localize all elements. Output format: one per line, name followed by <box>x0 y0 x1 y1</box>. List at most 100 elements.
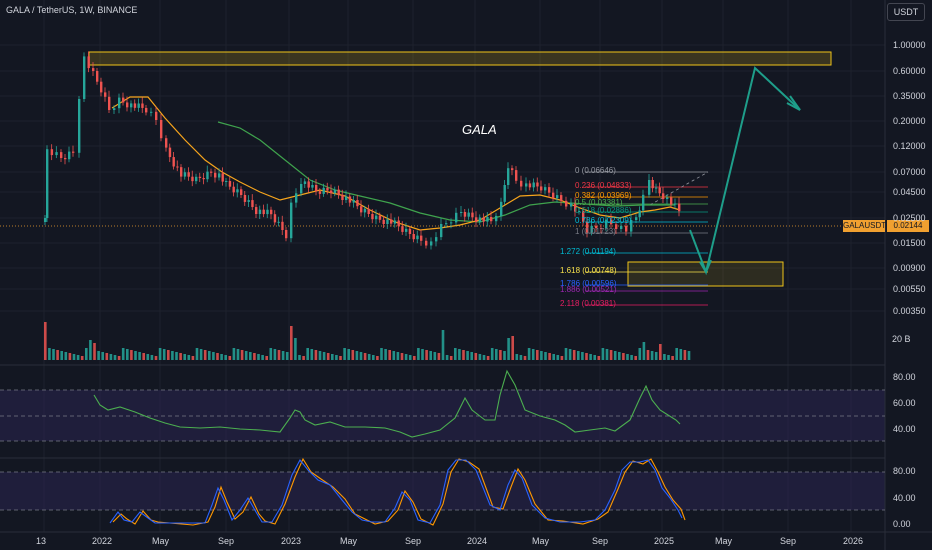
volume-bar <box>659 344 662 360</box>
volume-bar <box>482 355 486 360</box>
volume-bar <box>626 354 629 360</box>
stoch-k-line[interactable] <box>109 459 683 524</box>
ema-line[interactable] <box>111 96 681 231</box>
candle-body <box>375 215 378 220</box>
volume-bar <box>179 353 182 360</box>
volume-bar <box>687 351 691 360</box>
fib-level-label: 0.786 (0.02309) <box>575 216 632 225</box>
volume-bar <box>294 338 297 360</box>
fibonacci-extension[interactable] <box>585 171 709 306</box>
volume-bar <box>64 352 68 360</box>
resistance-zone[interactable] <box>88 51 832 66</box>
volume-bar <box>281 351 285 360</box>
volume-bar <box>265 356 268 360</box>
volume-bar <box>191 356 195 360</box>
volume-bar <box>675 348 678 360</box>
price-axis-label: 0.00550 <box>893 284 926 294</box>
rsi-line[interactable] <box>93 369 681 438</box>
volume-bar <box>470 352 473 360</box>
sma-line[interactable] <box>217 121 675 223</box>
candle-body <box>72 151 75 153</box>
candle-body <box>503 185 506 202</box>
volume-bar <box>593 355 596 360</box>
projection-path[interactable] <box>689 66 801 276</box>
candle-body <box>435 237 438 242</box>
currency-button[interactable]: USDT <box>887 3 925 21</box>
candle-body <box>176 166 179 168</box>
time-axis-label: 2025 <box>654 536 675 546</box>
volume-bar <box>503 351 506 360</box>
volume-bar <box>392 351 396 360</box>
volume-bar <box>458 349 461 360</box>
volume-bars[interactable] <box>44 322 691 360</box>
volume-bar <box>564 348 568 360</box>
fib-level-label: 1.786 (0.00596) <box>560 279 617 288</box>
volume-bar <box>113 355 117 360</box>
volume-bar <box>306 348 309 360</box>
candle-body <box>281 221 284 230</box>
candle-body <box>515 170 518 181</box>
candle-body <box>582 211 585 222</box>
stoch-d-line[interactable] <box>112 457 686 526</box>
volume-bar <box>326 353 330 360</box>
volume-bar <box>44 322 47 360</box>
chart-annotation-text: GALA <box>462 122 497 137</box>
fib-level-label: 0.618 (0.02886) <box>575 206 632 215</box>
volume-bar <box>171 351 174 360</box>
volume-bar <box>355 351 359 360</box>
volume-bar <box>236 349 240 360</box>
volume-bar <box>548 353 551 360</box>
volume-axis-label: 20 B <box>892 334 911 344</box>
volume-bar <box>380 348 383 360</box>
projection-arrowhead <box>699 259 712 275</box>
candle-body <box>662 193 665 199</box>
candle-body <box>463 212 467 217</box>
volume-bar <box>216 353 219 360</box>
symbol-header[interactable]: GALA / TetherUS, 1W, BINANCE <box>6 5 138 15</box>
volume-bar <box>130 350 133 360</box>
fib-level-label: 2.118 (0.00381) <box>560 299 616 308</box>
candle-body <box>532 182 535 188</box>
time-axis-label: 2022 <box>92 536 113 546</box>
candle-body <box>300 184 303 194</box>
candle-body <box>322 187 325 194</box>
candle-body <box>356 200 359 207</box>
candle-body <box>266 209 269 215</box>
volume-bar <box>622 353 625 360</box>
candle-body <box>475 217 478 222</box>
candle-body <box>540 186 543 191</box>
candle-body <box>610 219 613 225</box>
volume-bar <box>642 342 646 360</box>
volume-bar <box>679 349 683 360</box>
candle-body <box>262 209 265 215</box>
candle-body <box>397 220 400 227</box>
volume-bar <box>417 348 420 360</box>
candlestick-series[interactable] <box>44 51 681 250</box>
candle-body <box>277 221 280 223</box>
volume-bar <box>85 348 88 360</box>
support-zone[interactable] <box>627 261 784 287</box>
volume-bar <box>667 355 670 360</box>
candle-body <box>195 176 198 182</box>
candle-body <box>145 107 148 113</box>
candle-body <box>258 209 262 214</box>
volume-bar <box>290 326 293 360</box>
volume-bar <box>609 350 613 360</box>
candle-body <box>495 215 498 222</box>
volume-bar <box>527 348 531 360</box>
volume-bar <box>175 352 178 360</box>
volume-bar <box>683 350 687 360</box>
volume-bar <box>646 350 650 360</box>
candle-body <box>78 99 81 153</box>
candle-body <box>455 212 458 223</box>
candle-body <box>236 189 239 193</box>
volume-bar <box>220 354 223 360</box>
volume-bar <box>671 356 674 360</box>
time-axis-label: May <box>532 536 550 546</box>
candle-body <box>141 103 144 108</box>
volume-bar <box>138 352 141 360</box>
candle-body <box>595 225 598 228</box>
price-axis-label: 0.00900 <box>893 263 926 273</box>
candle-body <box>318 191 322 194</box>
